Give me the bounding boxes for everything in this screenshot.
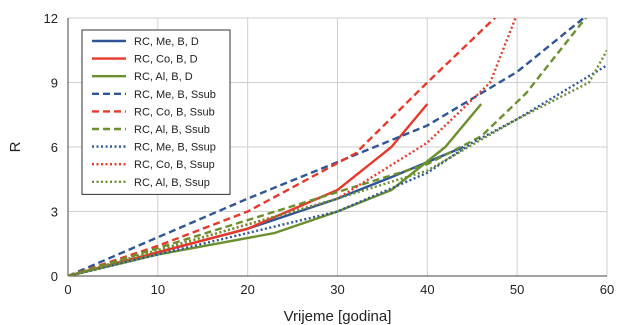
series-line-8: [68, 49, 607, 276]
x-tick-labels: 0 10 20 30 40 50 60: [64, 282, 614, 297]
legend-label-0: RC, Me, B, D: [134, 36, 199, 48]
y-tick-label-3: 9: [51, 76, 58, 91]
series-line-5: [68, 18, 588, 276]
y-tick-label-1: 3: [51, 205, 58, 220]
x-axis-title: Vrijeme [godina]: [284, 308, 392, 325]
y-tick-label-0: 0: [51, 269, 58, 284]
legend-label-6: RC, Me, B, Ssup: [134, 142, 216, 154]
y-axis-title: R: [7, 141, 24, 152]
series-line-1: [68, 103, 429, 276]
y-tick-labels: 0 3 6 9 12: [44, 11, 58, 284]
x-tick-label-5: 50: [510, 282, 524, 297]
x-tick-label-4: 40: [420, 282, 434, 297]
legend: RC, Me, B, D RC, Co, B, D RC, Al, B, D RC, …: [81, 29, 231, 195]
legend-label-1: RC, Co, B, D: [134, 54, 198, 66]
x-tick-label-3: 30: [330, 282, 344, 297]
y-tick-label-4: 12: [44, 11, 58, 26]
legend-label-8: RC, Al, B, Ssup: [134, 177, 210, 189]
legend-label-5: RC, Al, B, Ssub: [134, 124, 210, 136]
x-tick-label-1: 10: [151, 282, 165, 297]
series-layer: [68, 18, 607, 276]
x-tick-label-0: 0: [64, 282, 71, 297]
axes: [67, 18, 607, 277]
x-tick-label-2: 20: [240, 282, 254, 297]
legend-label-4: RC, Co, B, Ssub: [134, 106, 215, 118]
series-line-2: [68, 103, 483, 276]
series-line-3: [68, 18, 586, 276]
legend-label-2: RC, Al, B, D: [134, 71, 193, 83]
legend-label-3: RC, Me, B, Ssub: [134, 89, 216, 101]
x-tick-label-6: 60: [600, 282, 614, 297]
series-line-4: [68, 18, 497, 276]
y-tick-label-2: 6: [51, 140, 58, 155]
legend-label-7: RC, Co, B, Ssup: [134, 159, 215, 171]
